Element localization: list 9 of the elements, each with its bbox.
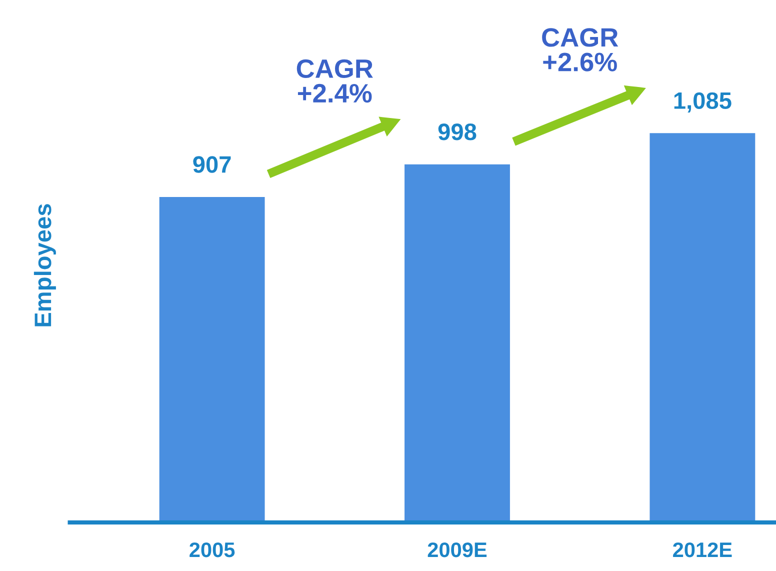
data-label: 907 — [193, 156, 231, 173]
y-axis-title: Employees — [34, 204, 56, 326]
x-tick-label: 2009E — [428, 542, 487, 558]
data-label: 1,085 — [674, 92, 732, 112]
text: CAGR +2.6% — [542, 28, 618, 72]
data-label: 998 — [438, 124, 476, 140]
text: CAGR +2.4% — [296, 59, 373, 103]
x-tick-label: 2012E — [673, 542, 732, 558]
x-tick-label: 2005 — [190, 542, 235, 558]
